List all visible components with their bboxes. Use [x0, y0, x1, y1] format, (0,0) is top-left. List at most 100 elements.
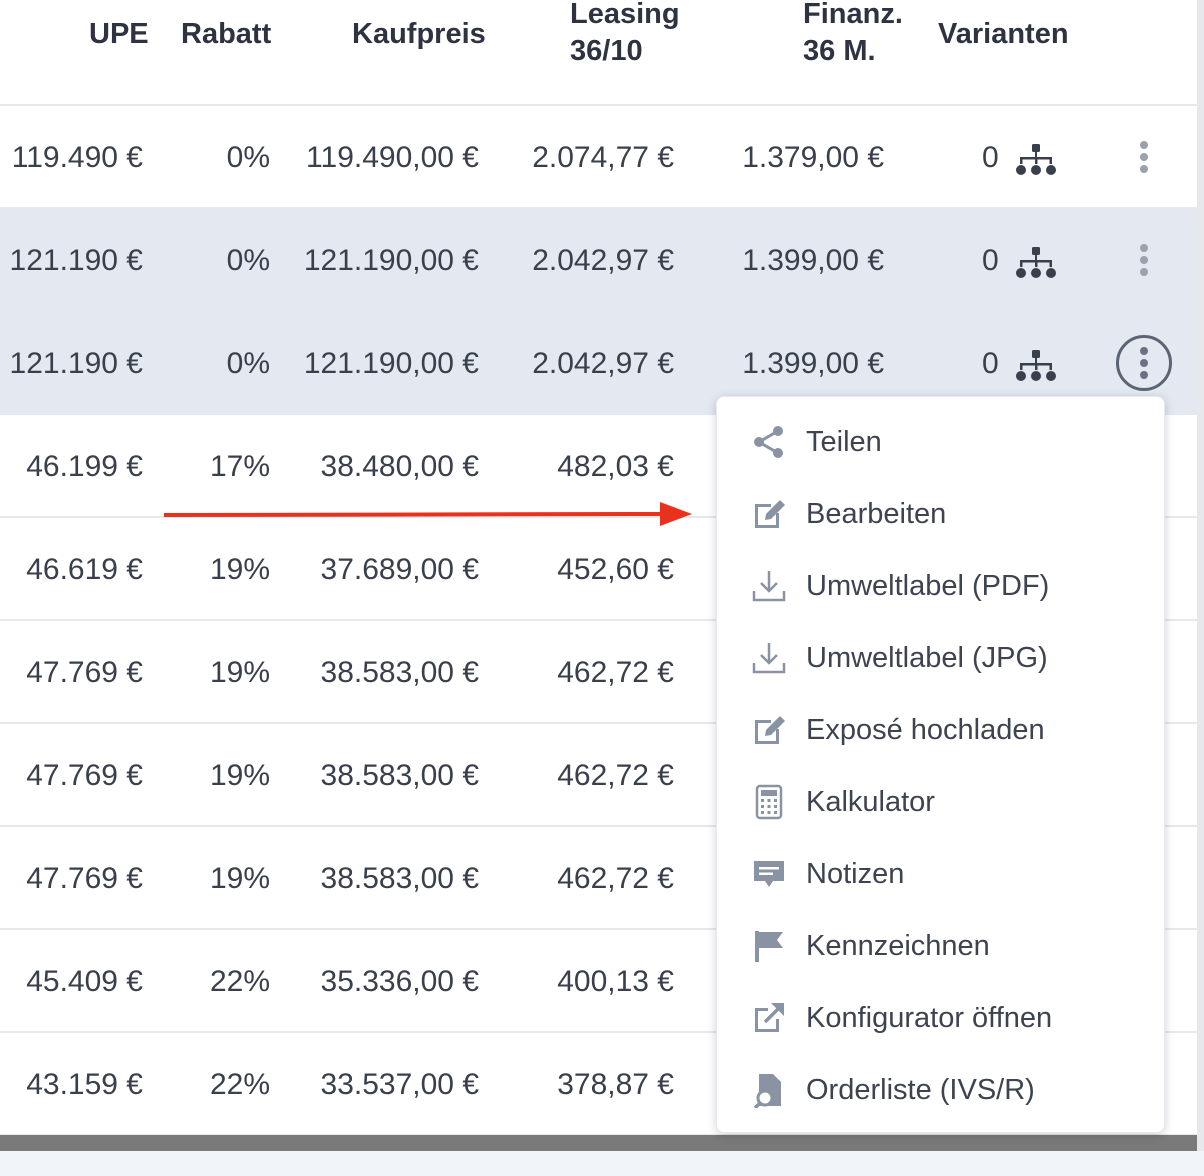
variants-tree-icon[interactable] [1015, 144, 1057, 176]
row-context-menu: Teilen Bearbeiten Umweltlabel (PDF) Umweltl… [716, 396, 1165, 1133]
cell-rabatt: 19% [209, 656, 270, 689]
cell-rabatt: 0% [226, 244, 270, 277]
menu-item-label: Notizen [806, 857, 905, 890]
cell-upe: 45.409 € [26, 965, 143, 998]
cell-upe: 47.769 € [26, 759, 143, 792]
cell-upe: 46.199 € [26, 450, 143, 483]
cell-kaufpreis: 38.583,00 € [320, 656, 479, 689]
row-actions-kebab-icon[interactable] [1116, 232, 1172, 288]
col-header-leasing-line2: 36/10 [570, 35, 643, 67]
col-header-finanz-line2: 36 M. [803, 35, 876, 67]
menu-item-kennzeichnen[interactable]: Kennzeichnen [717, 910, 1166, 982]
table-row[interactable]: 119.490 € 0% 119.490,00 € 2.074,77 € 1.379,0… [0, 106, 1197, 209]
cell-varianten-count: 0 [982, 347, 999, 380]
horizontal-scrollbar[interactable] [0, 1135, 1197, 1151]
cell-kaufpreis: 38.583,00 € [320, 759, 479, 792]
cell-leasing: 400,13 € [557, 965, 674, 998]
annotation-arrow [164, 502, 692, 526]
variants-tree-icon[interactable] [1015, 247, 1057, 279]
menu-item-teilen[interactable]: Teilen [717, 406, 1166, 478]
edit-icon [751, 496, 787, 532]
cell-rabatt: 19% [209, 862, 270, 895]
download-icon [751, 640, 787, 676]
cell-finanz: 1.379,00 € [742, 141, 884, 174]
col-header-varianten[interactable]: Varianten [938, 18, 1069, 50]
cell-upe: 119.490 € [11, 141, 143, 174]
col-header-finanz[interactable]: Finanz. 36 M. [803, 0, 903, 68]
menu-item-label: Umweltlabel (JPG) [806, 641, 1048, 674]
cell-kaufpreis: 38.480,00 € [320, 450, 479, 483]
cell-rabatt: 0% [226, 141, 270, 174]
cell-leasing: 462,72 € [557, 759, 674, 792]
menu-item-label: Bearbeiten [806, 497, 947, 530]
cell-leasing: 452,60 € [557, 553, 674, 586]
menu-item-umweltlabel-jpg[interactable]: Umweltlabel (JPG) [717, 622, 1166, 694]
menu-item-label: Exposé hochladen [806, 713, 1045, 746]
menu-item-label: Teilen [806, 425, 882, 458]
cell-kaufpreis: 119.490,00 € [306, 141, 479, 174]
menu-item-orderliste-ivs-r[interactable]: Orderliste (IVS/R) [717, 1054, 1166, 1126]
menu-item-label: Kennzeichnen [806, 929, 990, 962]
cell-varianten-count: 0 [982, 244, 999, 277]
cell-leasing: 462,72 € [557, 862, 674, 895]
menu-item-label: Konfigurator öffnen [806, 1001, 1053, 1034]
menu-item-kalkulator[interactable]: Kalkulator [717, 766, 1166, 838]
cell-kaufpreis: 121.190,00 € [303, 244, 479, 277]
cell-kaufpreis: 35.336,00 € [320, 965, 479, 998]
cell-leasing: 482,03 € [557, 450, 674, 483]
footer-band [0, 1151, 1204, 1176]
col-header-kaufpreis[interactable]: Kaufpreis [352, 18, 486, 50]
col-header-leasing-line1: Leasing [570, 0, 680, 30]
calculator-icon [751, 784, 787, 820]
menu-item-umweltlabel-pdf[interactable]: Umweltlabel (PDF) [717, 550, 1166, 622]
row-actions-kebab-icon[interactable] [1116, 335, 1172, 391]
cell-leasing: 378,87 € [557, 1068, 674, 1101]
share-icon [751, 424, 787, 460]
menu-item-bearbeiten[interactable]: Bearbeiten [717, 478, 1166, 550]
edit-icon [751, 712, 787, 748]
variants-tree-icon[interactable] [1015, 350, 1057, 382]
cell-leasing: 462,72 € [557, 656, 674, 689]
cell-varianten-count: 0 [982, 141, 999, 174]
cell-leasing: 2.042,97 € [532, 347, 674, 380]
menu-item-label: Umweltlabel (PDF) [806, 569, 1050, 602]
external-link-icon [751, 1000, 787, 1036]
flag-icon [751, 928, 787, 964]
cell-kaufpreis: 37.689,00 € [320, 553, 479, 586]
col-header-leasing[interactable]: Leasing 36/10 [570, 0, 680, 68]
cell-leasing: 2.042,97 € [532, 244, 674, 277]
table-row[interactable]: 121.190 € 0% 121.190,00 € 2.042,97 € 1.399,0… [0, 209, 1197, 312]
col-header-rabatt[interactable]: Rabatt [181, 18, 272, 50]
note-icon [751, 856, 787, 892]
cell-kaufpreis: 38.583,00 € [320, 862, 479, 895]
cell-upe: 47.769 € [26, 862, 143, 895]
vertical-scrollbar[interactable] [1197, 0, 1204, 1151]
cell-leasing: 2.074,77 € [532, 141, 674, 174]
cell-kaufpreis: 33.537,00 € [320, 1068, 479, 1101]
download-icon [751, 568, 787, 604]
cell-upe: 43.159 € [26, 1068, 143, 1101]
row-actions-kebab-icon[interactable] [1116, 129, 1172, 185]
cell-finanz: 1.399,00 € [742, 347, 884, 380]
col-header-finanz-line1: Finanz. [803, 0, 903, 30]
cell-upe: 121.190 € [9, 244, 143, 277]
cell-upe: 47.769 € [26, 656, 143, 689]
menu-item-konfigurator-ffnen[interactable]: Konfigurator öffnen [717, 982, 1166, 1054]
cell-kaufpreis: 121.190,00 € [303, 347, 479, 380]
cell-rabatt: 22% [209, 965, 270, 998]
table-header: UPE Rabatt Kaufpreis Leasing 36/10 Finan… [0, 0, 1197, 106]
cell-rabatt: 19% [209, 553, 270, 586]
cell-rabatt: 19% [209, 759, 270, 792]
document-search-icon [751, 1072, 787, 1108]
menu-item-label: Orderliste (IVS/R) [806, 1073, 1035, 1106]
cell-finanz: 1.399,00 € [742, 244, 884, 277]
cell-rabatt: 0% [226, 347, 270, 380]
cell-rabatt: 17% [209, 450, 270, 483]
cell-upe: 121.190 € [9, 347, 143, 380]
menu-item-notizen[interactable]: Notizen [717, 838, 1166, 910]
cell-rabatt: 22% [209, 1068, 270, 1101]
cell-upe: 46.619 € [26, 553, 143, 586]
menu-item-expos-hochladen[interactable]: Exposé hochladen [717, 694, 1166, 766]
col-header-upe[interactable]: UPE [89, 18, 149, 50]
menu-item-label: Kalkulator [806, 785, 935, 818]
